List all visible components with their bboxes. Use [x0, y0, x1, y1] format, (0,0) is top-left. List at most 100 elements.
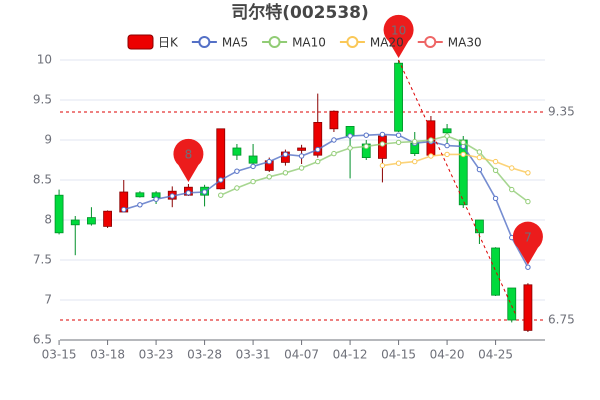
x-tick-label: 04-20	[430, 348, 465, 362]
x-tick-label: 03-18	[90, 348, 125, 362]
ma-point	[234, 185, 240, 191]
ma-point	[525, 198, 531, 205]
ma-point	[234, 168, 240, 174]
ma-point	[121, 206, 127, 213]
ma-point	[525, 170, 531, 176]
candle-body	[87, 217, 96, 225]
ma-point	[379, 131, 386, 138]
ma-point	[428, 153, 434, 159]
ma-point	[395, 160, 402, 166]
ma-point	[153, 196, 159, 202]
mark-pin-label: 7	[524, 230, 532, 244]
legend-label: MA5	[222, 36, 248, 50]
ma-point	[266, 174, 272, 180]
candle-body	[507, 287, 517, 321]
mark-pin	[383, 14, 414, 59]
ma-point	[282, 170, 289, 176]
legend-label: MA10	[292, 36, 326, 50]
legend-swatch-dot	[346, 36, 359, 48]
x-tick-label: 03-23	[139, 348, 174, 362]
candle-body	[491, 247, 500, 296]
ma-line	[382, 153, 529, 174]
candle-body	[523, 284, 533, 331]
ma-point	[509, 186, 515, 193]
candle-body	[442, 128, 452, 134]
ma-point	[347, 133, 353, 139]
mark-line-label: 9.35	[548, 105, 575, 119]
x-tick-label: 04-25	[478, 348, 513, 362]
x-tick-label: 04-07	[284, 348, 319, 362]
candle-body	[329, 110, 339, 130]
ma-point	[444, 142, 450, 149]
ma-point	[298, 165, 305, 171]
candle-body	[70, 219, 80, 226]
ma-point	[315, 158, 321, 165]
ma-point	[379, 162, 386, 169]
ma-point	[331, 150, 337, 157]
chart-title: 司尔特(002538)	[231, 2, 369, 23]
ma-point	[476, 154, 483, 161]
candle-body	[378, 135, 387, 159]
ma-point	[412, 158, 418, 165]
ma-point	[282, 151, 289, 158]
y-tick-label: 10	[37, 53, 52, 67]
ma-point	[412, 138, 418, 145]
legend-label: MA20	[370, 36, 404, 50]
ma-point	[525, 264, 531, 270]
ma-point	[509, 165, 515, 171]
ma-point	[492, 158, 499, 165]
ma-point	[250, 178, 256, 185]
y-tick-label: 8	[44, 213, 52, 227]
y-tick-label: 9.5	[33, 93, 52, 107]
ma-point	[218, 192, 224, 198]
ma-point	[428, 137, 434, 143]
candle-body	[54, 194, 64, 234]
ma-point	[315, 146, 321, 153]
ma-point	[460, 139, 466, 146]
ma-point	[185, 190, 192, 196]
candle-body	[216, 128, 226, 190]
legend-swatch-dot	[198, 36, 211, 48]
ma-point	[492, 195, 499, 202]
ma-point	[250, 163, 256, 170]
mark-pin-label: 8	[185, 148, 193, 162]
ma-point	[476, 149, 483, 155]
legend-swatch-dot	[268, 36, 281, 48]
ma-point	[201, 189, 208, 195]
candle-body	[248, 155, 258, 164]
candle-body	[103, 210, 112, 227]
ma-point	[492, 167, 499, 174]
x-tick-label: 04-15	[381, 348, 416, 362]
candle-body	[313, 122, 323, 156]
mark-pin-label: 10	[391, 24, 406, 38]
ma-point	[347, 145, 353, 151]
ma-point	[363, 132, 369, 138]
candle-body	[135, 192, 145, 198]
trend-line	[398, 59, 517, 316]
candle-body	[232, 147, 242, 156]
ma-point	[298, 153, 305, 159]
legend-label: MA30	[448, 36, 482, 50]
legend-label: 日K	[158, 36, 179, 50]
ma-point	[137, 202, 143, 208]
ma-point	[266, 158, 272, 165]
candle-body	[394, 62, 403, 132]
legend-swatch	[127, 34, 154, 50]
ma-point	[460, 151, 466, 158]
x-tick-label: 03-31	[236, 348, 271, 362]
x-tick-label: 04-12	[333, 348, 368, 362]
y-tick-label: 7.5	[33, 253, 52, 267]
ma-point	[331, 137, 337, 143]
legend-swatch-dot	[424, 36, 437, 48]
ma-point	[379, 141, 386, 147]
ma-point	[476, 166, 483, 173]
candle-body	[475, 219, 484, 234]
ma-point	[444, 133, 450, 139]
mark-line-label: 6.75	[548, 313, 575, 327]
ma-point	[444, 151, 450, 158]
x-tick-label: 03-28	[187, 348, 222, 362]
y-tick-label: 9	[44, 133, 52, 147]
mark-pin	[512, 221, 543, 265]
mark-pin	[173, 138, 204, 182]
